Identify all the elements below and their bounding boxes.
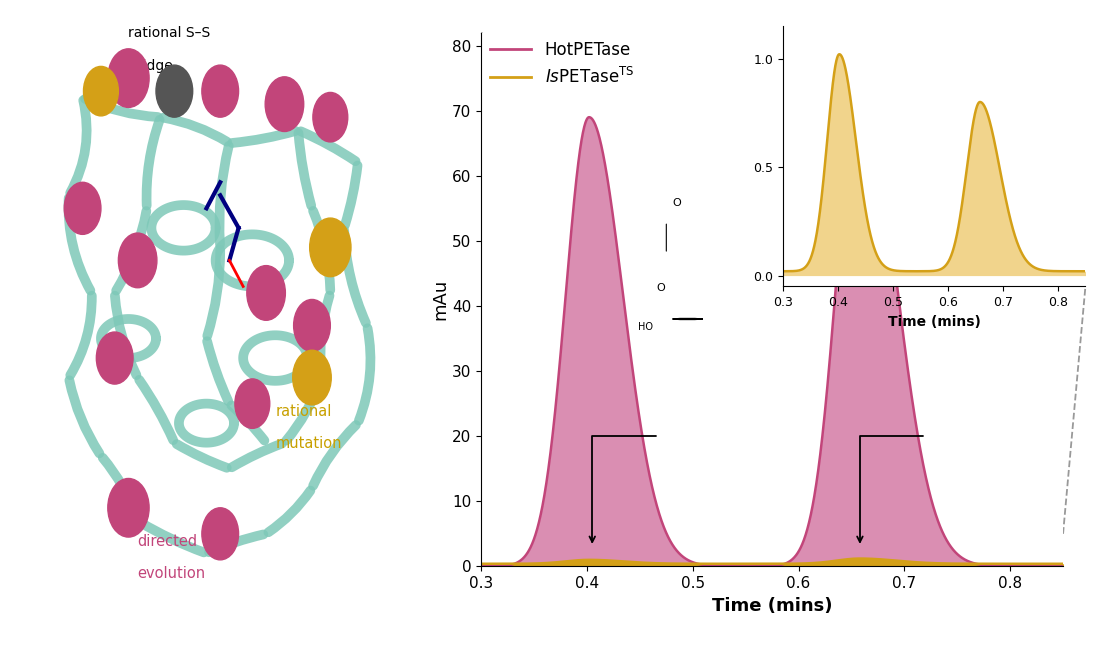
Circle shape — [247, 266, 285, 320]
Circle shape — [235, 379, 270, 428]
Circle shape — [293, 350, 331, 405]
Text: rational: rational — [275, 404, 331, 419]
Text: mutation: mutation — [275, 436, 341, 451]
Text: O: O — [657, 283, 666, 293]
Circle shape — [201, 65, 238, 117]
Circle shape — [107, 49, 149, 107]
Text: directed: directed — [138, 534, 198, 549]
Circle shape — [156, 65, 192, 117]
Circle shape — [84, 66, 119, 116]
Text: bridge: bridge — [129, 59, 173, 73]
Legend: HotPETase, $\mathit{Is}$PETase$^{\mathrm{TS}}$: HotPETase, $\mathit{Is}$PETase$^{\mathrm… — [489, 41, 633, 87]
Circle shape — [107, 478, 149, 537]
Text: rational S–S: rational S–S — [129, 26, 210, 40]
Text: evolution: evolution — [138, 566, 206, 581]
Text: HO: HO — [638, 322, 652, 332]
Circle shape — [310, 218, 351, 277]
X-axis label: Time (mins): Time (mins) — [712, 597, 833, 615]
Circle shape — [313, 92, 348, 142]
Circle shape — [64, 182, 101, 234]
Circle shape — [265, 77, 303, 132]
Circle shape — [201, 508, 238, 560]
Circle shape — [119, 233, 157, 288]
Y-axis label: mAu: mAu — [431, 279, 450, 320]
Circle shape — [96, 332, 133, 384]
Circle shape — [293, 299, 330, 352]
X-axis label: Time (mins): Time (mins) — [888, 314, 980, 329]
Text: O: O — [673, 199, 681, 208]
